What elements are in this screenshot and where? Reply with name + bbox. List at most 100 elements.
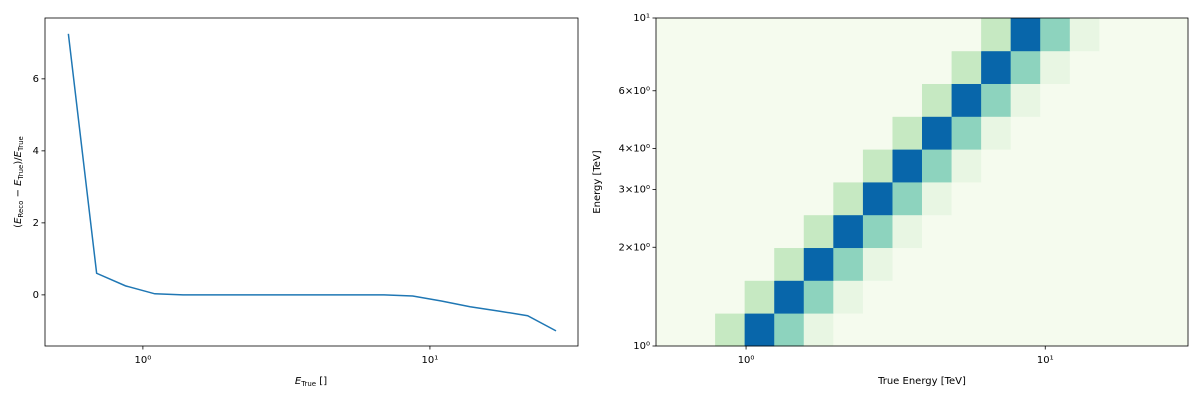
heatmap-cell <box>981 214 1012 249</box>
y-tick-label: 4 <box>33 146 39 157</box>
label-part: E <box>295 376 302 387</box>
heatmap-cell <box>715 214 746 249</box>
x-tick-label: 10⁰ <box>738 355 755 366</box>
heatmap-cell <box>1099 280 1130 314</box>
heatmap-cell <box>833 214 864 249</box>
label-part: E <box>13 217 24 224</box>
heatmap-cell <box>1099 149 1130 183</box>
y-tick-label: 2×10⁰ <box>619 242 650 253</box>
heatmap-cell <box>922 50 952 84</box>
heatmap-cell <box>862 214 893 249</box>
heatmap-cell <box>1010 182 1041 216</box>
heatmap-cell <box>862 182 893 216</box>
y-tick-label: 6 <box>33 74 39 85</box>
label-part: ( <box>13 224 24 228</box>
heatmap-cell <box>1010 18 1041 52</box>
heatmap-cell <box>744 18 775 52</box>
heatmap-cell <box>656 247 687 281</box>
heatmap-cell <box>1010 83 1041 117</box>
heatmap-cell <box>1069 50 1100 84</box>
heatmap-cell <box>1069 247 1100 281</box>
heatmap-cell <box>922 247 952 281</box>
heatmap-cell <box>1099 182 1130 216</box>
heatmap-cell <box>1010 280 1041 314</box>
heatmap-cell <box>1069 182 1100 216</box>
label-part: − <box>13 186 24 201</box>
heatmap-cell <box>715 116 746 150</box>
heatmap-cell <box>803 214 834 249</box>
heatmap-cell <box>774 280 805 314</box>
heatmap-cell <box>715 50 746 84</box>
heatmap-cell <box>1040 280 1071 314</box>
heatmap-cell <box>981 149 1012 183</box>
heatmap-cell <box>862 50 893 84</box>
heatmap-cell <box>1099 313 1130 347</box>
heatmap-cell <box>922 116 952 150</box>
y-tick-label: 0 <box>33 290 39 301</box>
heatmap-cell <box>744 313 775 347</box>
heatmap-cell <box>685 83 716 117</box>
heatmap-cell <box>1128 116 1159 150</box>
axes-frame <box>44 17 579 347</box>
heatmap-cell <box>1158 214 1189 249</box>
heatmap-cell <box>1158 280 1189 314</box>
heatmap-cell <box>803 313 834 347</box>
heatmap-cell <box>833 280 864 314</box>
heatmap-cell <box>1158 182 1189 216</box>
heatmap-cell <box>862 149 893 183</box>
heatmap-cell <box>951 18 982 52</box>
heatmap-cell <box>685 50 716 84</box>
heatmap-cell <box>981 18 1012 52</box>
heatmap-cell <box>1040 214 1071 249</box>
heatmap-cell <box>656 182 687 216</box>
heatmap-cell <box>892 182 923 216</box>
label-part: )/ <box>13 157 24 165</box>
x-tick-label: 10⁰ <box>135 355 152 366</box>
heatmap-cell <box>892 149 923 183</box>
heatmap-cell <box>803 50 834 84</box>
heatmap-cell <box>833 247 864 281</box>
heatmap-cell <box>922 18 952 52</box>
heatmap-cell <box>862 313 893 347</box>
heatmap-cell <box>981 116 1012 150</box>
y-tick-label: 3×10⁰ <box>619 185 650 196</box>
heatmap-cell <box>981 50 1012 84</box>
heatmap-cell <box>833 182 864 216</box>
heatmap-cell <box>774 313 805 347</box>
label-part: [] <box>316 376 327 387</box>
heatmap-cell <box>774 116 805 150</box>
x-axis-label: True Energy [TeV] <box>877 376 966 387</box>
heatmap-cell <box>1069 214 1100 249</box>
heatmap-cell <box>803 280 834 314</box>
heatmap-cell <box>862 280 893 314</box>
heatmap-cell <box>1010 247 1041 281</box>
y-tick-label: 2 <box>33 218 39 229</box>
heatmap-cell <box>862 247 893 281</box>
heatmap-cell <box>685 247 716 281</box>
heatmap-cell <box>1040 149 1071 183</box>
heatmap-cell <box>803 247 834 281</box>
heatmap-cell <box>715 18 746 52</box>
heatmap-cell <box>1069 116 1100 150</box>
heatmap-cell <box>862 83 893 117</box>
heatmap-cell <box>981 247 1012 281</box>
heatmap-cell <box>922 214 952 249</box>
axes-frame <box>655 17 1189 347</box>
heatmap-cell <box>656 18 687 52</box>
heatmap-cell <box>1158 83 1189 117</box>
heatmap-cell <box>744 247 775 281</box>
heatmap-cell <box>656 280 687 314</box>
heatmap-cell <box>922 280 952 314</box>
heatmap-cell <box>744 116 775 150</box>
heatmap-cell <box>892 247 923 281</box>
heatmap-cell <box>833 50 864 84</box>
heatmap-cell <box>892 116 923 150</box>
heatmap-cell <box>656 83 687 117</box>
heatmap-cell <box>656 50 687 84</box>
heatmap-cell <box>744 214 775 249</box>
heatmap-cell <box>1099 214 1130 249</box>
heatmap-cell <box>1040 50 1071 84</box>
heatmap-cell <box>744 280 775 314</box>
heatmap-cell <box>744 50 775 84</box>
heatmap-cell <box>774 214 805 249</box>
